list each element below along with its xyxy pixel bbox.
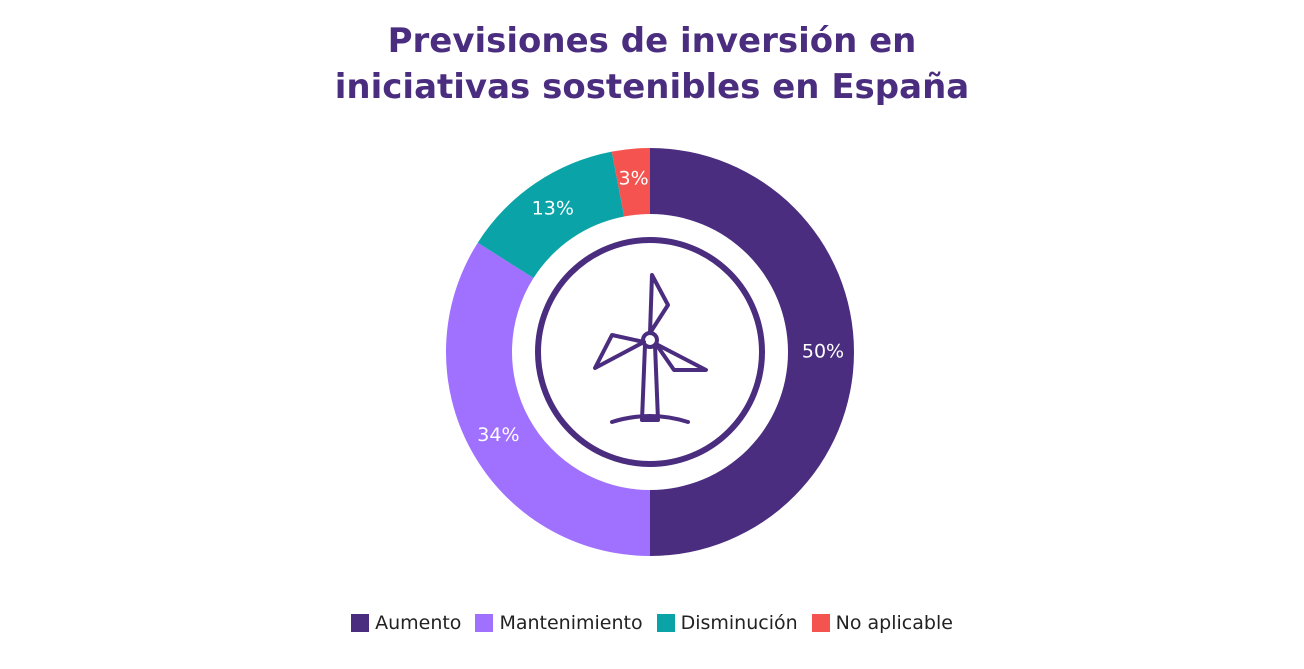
turbine-tower (640, 343, 660, 422)
title-line: iniciativas sostenibles en España (334, 67, 970, 107)
data-label: 3% (619, 167, 649, 189)
chart-title: Previsiones de inversión en iniciativas … (0, 18, 1304, 110)
legend-swatch (351, 614, 370, 632)
data-label: 50% (802, 341, 844, 363)
legend: Aumento Mantenimiento Disminución No aplica… (0, 612, 1304, 634)
legend-swatch (656, 614, 675, 632)
data-label: 34% (477, 424, 519, 446)
turbine-blade (648, 273, 670, 335)
legend-item: Aumento (351, 612, 461, 634)
title-line: Previsiones de inversión en (387, 21, 917, 61)
legend-item: No aplicable (811, 612, 953, 634)
legend-swatch (811, 614, 830, 632)
donut-slice (650, 148, 854, 556)
donut-slice (446, 242, 650, 556)
turbine-base (610, 414, 690, 424)
donut-slice (477, 151, 625, 279)
legend-label: Aumento (375, 612, 462, 634)
turbine-blade (654, 342, 708, 372)
donut-slice (611, 148, 650, 217)
legend-item: Disminución (656, 612, 798, 634)
legend-swatch (475, 614, 494, 632)
legend-label: Disminución (680, 612, 798, 634)
turbine-blade (593, 333, 646, 370)
legend-label: No aplicable (835, 612, 953, 634)
legend-label: Mantenimiento (499, 612, 643, 634)
data-label: 13% (532, 197, 574, 219)
icon-ring (535, 237, 765, 467)
wind-turbine-icon (535, 237, 765, 467)
legend-item: Mantenimiento (475, 612, 643, 634)
